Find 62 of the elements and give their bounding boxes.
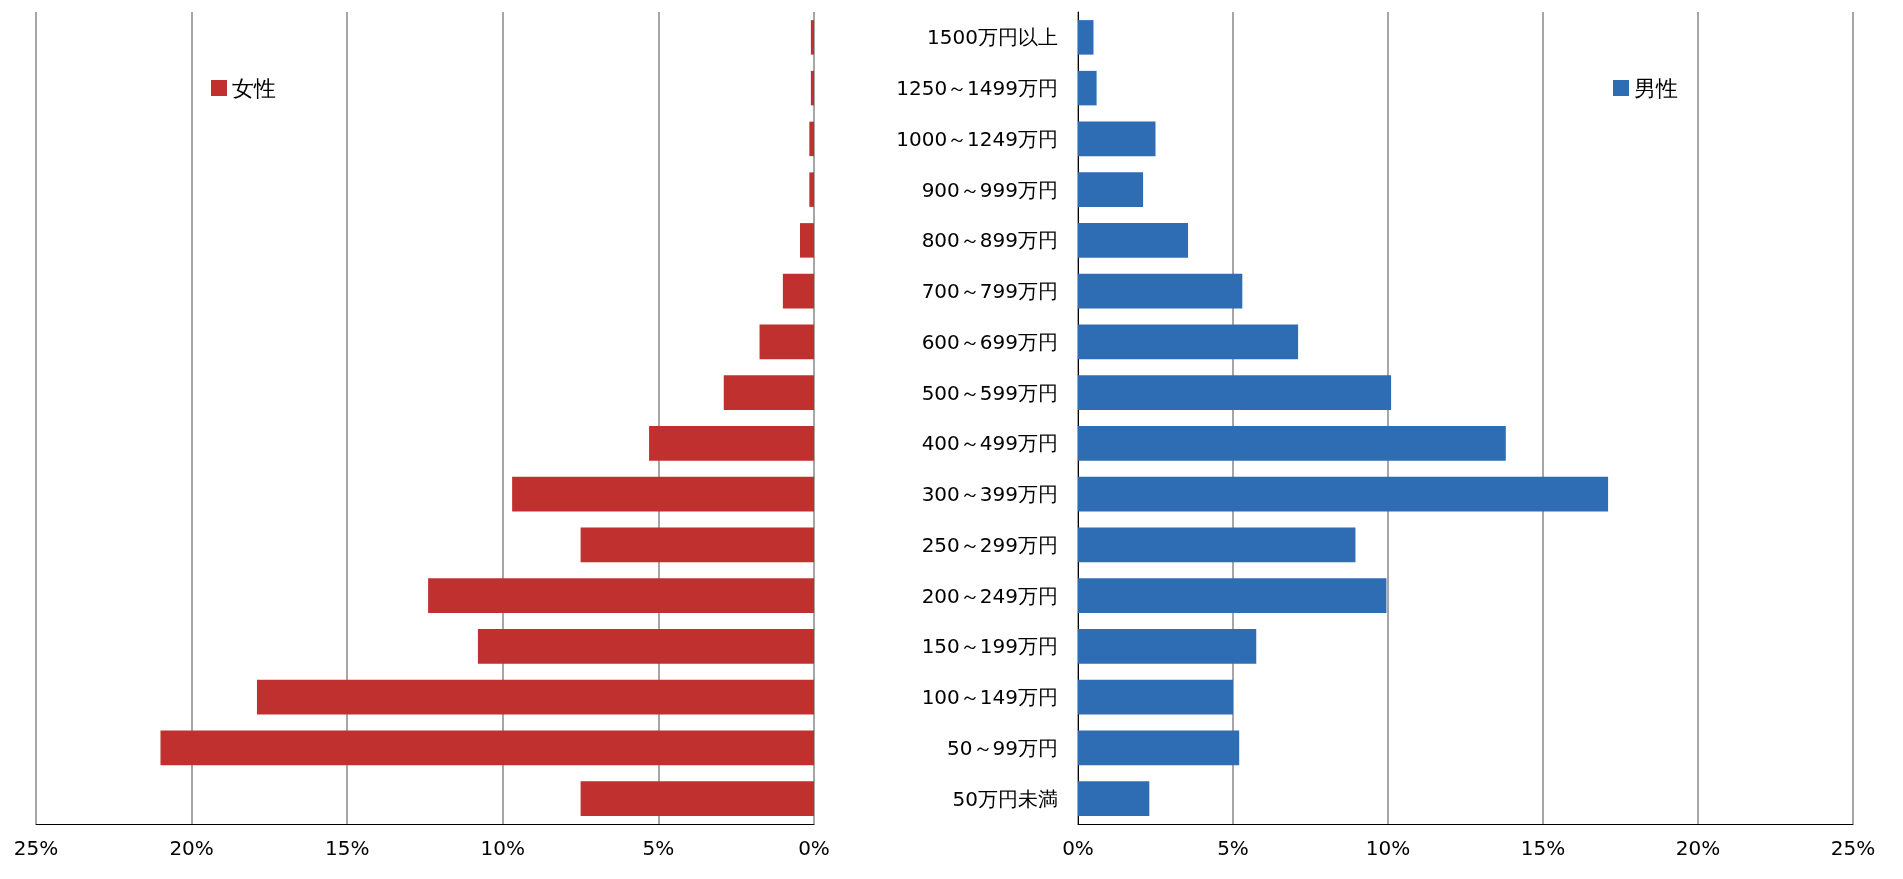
bar [649,426,814,461]
y-tick-label: 250～299万円 [921,532,1058,557]
bar [809,121,814,157]
bar [723,375,814,410]
bar [810,20,814,55]
x-tick-label: 5% [642,836,675,860]
y-tick-label: 900～999万円 [921,177,1058,202]
bar [1078,20,1094,55]
x-tick-label: 25% [13,836,59,860]
y-tick-label: 300～399万円 [921,482,1058,507]
y-tick-label: 1500万円以上 [927,25,1058,50]
bar [1078,629,1257,664]
bar [160,730,814,766]
x-tick-label: 10% [1365,836,1411,860]
x-tick-label: 20% [1675,836,1721,860]
bar [1078,121,1156,157]
y-tick-label: 1250～1499万円 [896,76,1058,101]
y-tick-label: 50～99万円 [947,735,1058,760]
x-tick-label: 0% [798,836,830,860]
bar [428,578,814,613]
bar [1078,273,1243,309]
y-tick-label: 600～699万円 [921,329,1058,354]
y-tick-label: 150～199万円 [921,634,1058,659]
bar [1078,730,1240,766]
x-tick-label: 15% [1520,836,1566,860]
y-tick-label: 500～599万円 [921,380,1058,405]
y-tick-label: 100～149万円 [921,685,1058,710]
y-tick-label: 400～499万円 [921,431,1058,456]
bar [809,172,814,207]
bar [1078,172,1144,207]
bar [782,273,814,309]
bar [580,781,814,816]
bar [810,70,814,106]
y-tick-label: 200～249万円 [921,583,1058,608]
bar [1078,476,1609,512]
bar [1078,324,1299,360]
bar [580,527,814,563]
bar [1078,527,1356,563]
bar [1078,70,1097,106]
x-tick-label: 5% [1217,836,1249,860]
bar [477,629,814,664]
legend-label: 女性 [232,75,276,101]
legend-label: 男性 [1634,75,1678,101]
bar [759,324,814,360]
y-tick-label: 800～899万円 [921,228,1058,253]
y-tick-label: 1000～1249万円 [896,126,1058,151]
y-tick-label: 700～799万円 [921,279,1058,304]
bar [1078,679,1233,715]
y-tick-label: 50万円未満 [952,786,1058,811]
bar [1078,578,1387,613]
x-tick-label: 10% [480,836,526,860]
x-tick-label: 15% [324,836,370,860]
x-tick-label: 25% [1830,836,1876,860]
bar [800,223,814,258]
bar [1078,426,1506,461]
bar [1078,375,1392,410]
bar [512,476,814,512]
bar [1078,223,1189,258]
x-tick-label: 0% [1062,836,1094,860]
x-tick-label: 20% [169,836,214,860]
bar [256,679,814,715]
bar [1078,781,1150,816]
